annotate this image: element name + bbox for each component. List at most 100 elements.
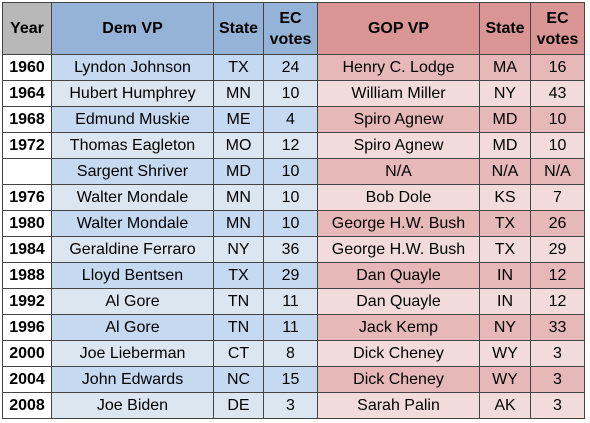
cell-gop-vp: Jack Kemp (317, 314, 480, 341)
cell-gop-vp: William Miller (317, 80, 480, 107)
cell-gop-state: WY (479, 366, 531, 393)
cell-year: 2008 (2, 392, 52, 419)
header-gop-ec-votes: EC votes (530, 2, 585, 55)
cell-dem-vp: Edmund Muskie (51, 106, 214, 133)
table-row: 2004 John Edwards NC 15 Dick Cheney WY 3 (2, 366, 585, 393)
table-row: Sargent Shriver MD 10 N/A N/A N/A (2, 158, 585, 185)
cell-gop-ec-votes: 3 (530, 340, 585, 367)
table-row: 1964 Hubert Humphrey MN 10 William Miller NY 4… (2, 80, 585, 107)
header-gop-ec-line2: votes (536, 30, 579, 48)
header-gop-vp: GOP VP (317, 2, 480, 55)
cell-dem-vp: Sargent Shriver (51, 158, 214, 185)
cell-gop-state: AK (479, 392, 531, 419)
cell-dem-state: DE (213, 392, 264, 419)
cell-gop-state: MA (479, 54, 531, 81)
header-dem-ec-votes: EC votes (263, 2, 318, 55)
table-row: 1960 Lyndon Johnson TX 24 Henry C. Lodge MA 16 (2, 54, 585, 81)
header-row: Year Dem VP State EC votes GOP VP State E… (2, 2, 585, 55)
table-body: 1960 Lyndon Johnson TX 24 Henry C. Lodge MA 16… (2, 54, 585, 419)
cell-gop-vp: N/A (317, 158, 480, 185)
cell-gop-vp: George H.W. Bush (317, 210, 480, 237)
cell-year: 1976 (2, 184, 52, 211)
cell-dem-vp: Lyndon Johnson (51, 54, 214, 81)
cell-dem-state: ME (213, 106, 264, 133)
cell-gop-ec-votes: 43 (530, 80, 585, 107)
cell-dem-ec-votes: 10 (263, 184, 318, 211)
cell-dem-vp: Geraldine Ferraro (51, 236, 214, 263)
cell-dem-vp: Lloyd Bentsen (51, 262, 214, 289)
cell-dem-ec-votes: 10 (263, 158, 318, 185)
cell-dem-state: TN (213, 288, 264, 315)
cell-dem-state: TX (213, 54, 264, 81)
cell-dem-ec-votes: 11 (263, 314, 318, 341)
table-row: 2008 Joe Biden DE 3 Sarah Palin AK 3 (2, 392, 585, 419)
cell-dem-ec-votes: 36 (263, 236, 318, 263)
cell-gop-state: WY (479, 340, 531, 367)
cell-gop-vp: Dick Cheney (317, 340, 480, 367)
cell-gop-state: TX (479, 210, 531, 237)
cell-dem-ec-votes: 10 (263, 80, 318, 107)
cell-dem-ec-votes: 10 (263, 210, 318, 237)
cell-gop-state: KS (479, 184, 531, 211)
cell-dem-ec-votes: 11 (263, 288, 318, 315)
cell-dem-vp: Thomas Eagleton (51, 132, 214, 159)
table-row: 1988 Lloyd Bentsen TX 29 Dan Quayle IN 12 (2, 262, 585, 289)
cell-year: 1984 (2, 236, 52, 263)
table-row: 1984 Geraldine Ferraro NY 36 George H.W. Bus… (2, 236, 585, 263)
cell-dem-vp: John Edwards (51, 366, 214, 393)
cell-year: 1960 (2, 54, 52, 81)
cell-gop-vp: George H.W. Bush (317, 236, 480, 263)
cell-dem-ec-votes: 29 (263, 262, 318, 289)
table-row: 1996 Al Gore TN 11 Jack Kemp NY 33 (2, 314, 585, 341)
cell-dem-state: MN (213, 80, 264, 107)
cell-gop-state: IN (479, 288, 531, 315)
vp-table: Year Dem VP State EC votes GOP VP State E… (2, 2, 585, 419)
cell-dem-state: MN (213, 210, 264, 237)
table-row: 1980 Walter Mondale MN 10 George H.W. Bush TX… (2, 210, 585, 237)
cell-dem-vp: Joe Biden (51, 392, 214, 419)
cell-year: 1968 (2, 106, 52, 133)
cell-gop-ec-votes: N/A (530, 158, 585, 185)
header-dem-state: State (213, 2, 264, 55)
table-row: 2000 Joe Lieberman CT 8 Dick Cheney WY 3 (2, 340, 585, 367)
cell-gop-vp: Spiro Agnew (317, 106, 480, 133)
cell-gop-vp: Dan Quayle (317, 262, 480, 289)
cell-gop-ec-votes: 26 (530, 210, 585, 237)
cell-gop-vp: Sarah Palin (317, 392, 480, 419)
table-row: 1968 Edmund Muskie ME 4 Spiro Agnew MD 10 (2, 106, 585, 133)
header-dem-ec-line1: EC (279, 9, 302, 27)
cell-year (2, 158, 52, 185)
header-year: Year (2, 2, 52, 55)
cell-gop-ec-votes: 16 (530, 54, 585, 81)
cell-dem-state: NC (213, 366, 264, 393)
cell-gop-ec-votes: 29 (530, 236, 585, 263)
cell-gop-ec-votes: 7 (530, 184, 585, 211)
cell-gop-state: NY (479, 80, 531, 107)
cell-gop-ec-votes: 33 (530, 314, 585, 341)
cell-gop-state: MD (479, 132, 531, 159)
cell-gop-ec-votes: 10 (530, 132, 585, 159)
cell-dem-vp: Al Gore (51, 314, 214, 341)
table-row: 1976 Walter Mondale MN 10 Bob Dole KS 7 (2, 184, 585, 211)
table-row: 1972 Thomas Eagleton MO 12 Spiro Agnew MD 10 (2, 132, 585, 159)
header-dem-ec-line2: votes (269, 30, 312, 48)
cell-dem-ec-votes: 4 (263, 106, 318, 133)
cell-gop-ec-votes: 3 (530, 366, 585, 393)
cell-gop-vp: Dan Quayle (317, 288, 480, 315)
cell-year: 1988 (2, 262, 52, 289)
cell-gop-state: IN (479, 262, 531, 289)
cell-dem-state: CT (213, 340, 264, 367)
cell-dem-ec-votes: 15 (263, 366, 318, 393)
cell-gop-ec-votes: 10 (530, 106, 585, 133)
cell-gop-state: NY (479, 314, 531, 341)
cell-dem-state: MN (213, 184, 264, 211)
cell-gop-ec-votes: 12 (530, 288, 585, 315)
cell-dem-state: MO (213, 132, 264, 159)
cell-gop-vp: Henry C. Lodge (317, 54, 480, 81)
cell-dem-vp: Walter Mondale (51, 184, 214, 211)
header-gop-ec-line1: EC (546, 9, 569, 27)
cell-year: 1996 (2, 314, 52, 341)
cell-gop-state: TX (479, 236, 531, 263)
cell-dem-ec-votes: 3 (263, 392, 318, 419)
cell-gop-state: MD (479, 106, 531, 133)
